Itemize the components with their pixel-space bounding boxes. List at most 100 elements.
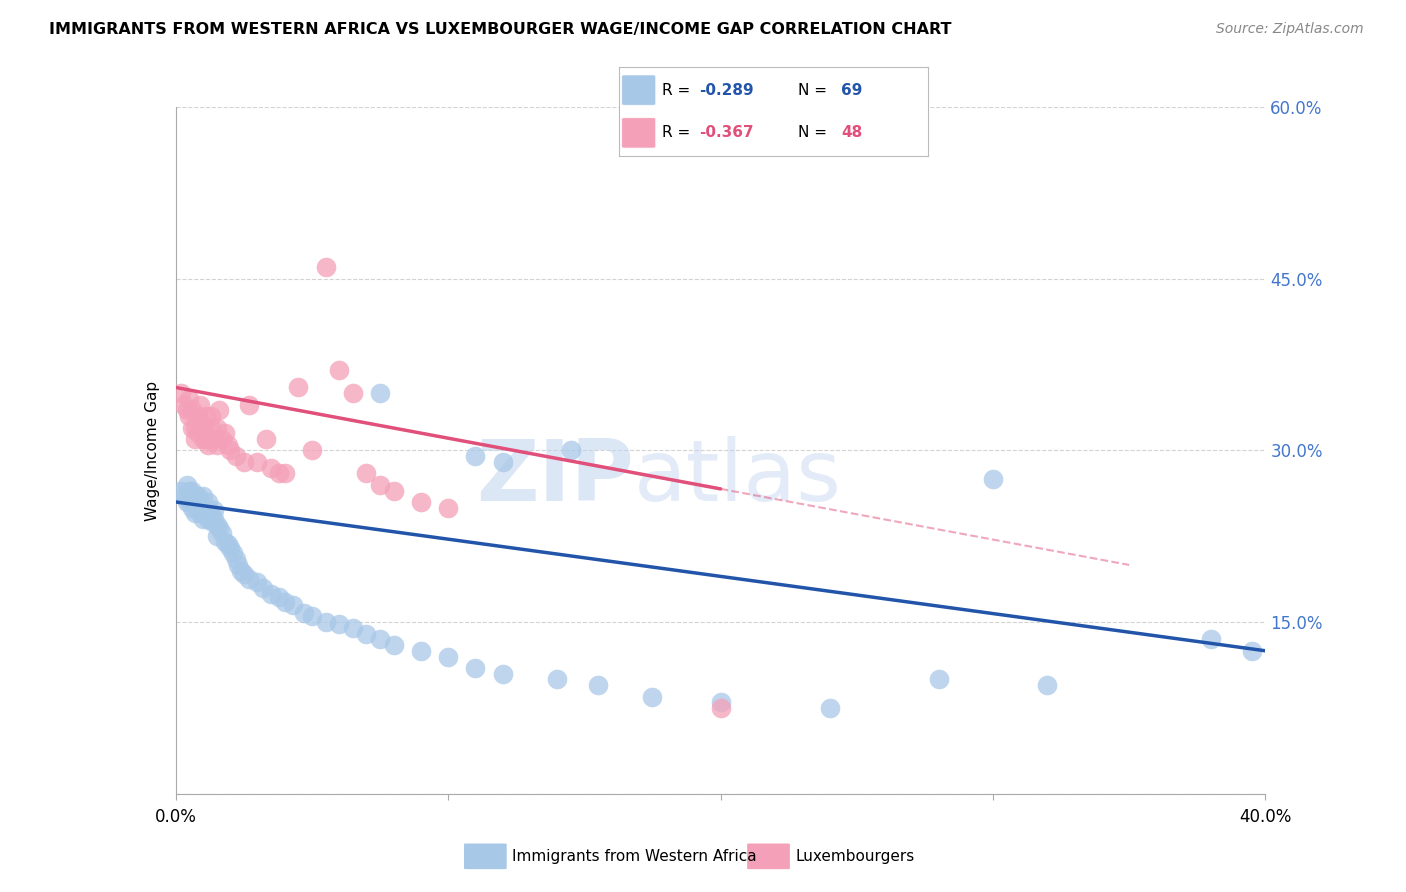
Point [818, 701, 841, 715]
Point [222, 546, 245, 561]
Point [197, 432, 219, 446]
Point [246, 575, 269, 590]
Point [200, 420, 222, 434]
Point [188, 507, 211, 521]
Point [342, 386, 364, 401]
Point [368, 632, 391, 647]
Point [260, 460, 283, 475]
Point [238, 572, 260, 586]
Point [246, 455, 269, 469]
Point [186, 409, 209, 424]
Point [274, 467, 297, 481]
Point [287, 380, 309, 394]
Point [409, 495, 432, 509]
Point [211, 432, 233, 446]
Point [560, 443, 582, 458]
Point [186, 426, 209, 441]
Point [546, 673, 568, 687]
Point [228, 558, 250, 572]
Text: R =: R = [662, 83, 695, 97]
Point [200, 507, 222, 521]
Point [301, 443, 323, 458]
Point [981, 472, 1004, 486]
Point [464, 449, 486, 463]
Text: N =: N = [799, 83, 832, 97]
Point [328, 363, 350, 377]
Point [292, 606, 315, 620]
Point [179, 489, 201, 503]
Point [269, 467, 291, 481]
FancyBboxPatch shape [747, 844, 790, 869]
Point [179, 483, 201, 498]
Point [214, 426, 236, 441]
Text: R =: R = [662, 126, 695, 140]
Point [184, 432, 207, 446]
Point [217, 438, 239, 452]
Point [181, 420, 204, 434]
Point [176, 403, 198, 417]
Point [186, 495, 209, 509]
Point [382, 483, 405, 498]
Point [274, 594, 297, 608]
Point [191, 500, 214, 515]
Y-axis label: Wage/Income Gap: Wage/Income Gap [145, 380, 160, 521]
Point [173, 398, 195, 412]
Text: atlas: atlas [633, 436, 841, 519]
Point [301, 609, 323, 624]
FancyBboxPatch shape [621, 118, 655, 148]
Text: N =: N = [799, 126, 832, 140]
Point [197, 495, 219, 509]
Point [200, 515, 222, 529]
Point [710, 695, 733, 709]
Point [208, 403, 231, 417]
Point [186, 489, 209, 503]
Point [181, 500, 204, 515]
Text: 69: 69 [841, 83, 863, 97]
Point [232, 455, 254, 469]
Point [200, 409, 222, 424]
Point [356, 626, 378, 640]
Point [202, 503, 225, 517]
FancyBboxPatch shape [621, 75, 655, 105]
Point [928, 673, 950, 687]
Point [170, 386, 193, 401]
Text: Luxembourgers: Luxembourgers [796, 849, 914, 863]
Point [225, 449, 247, 463]
Point [208, 521, 231, 535]
Point [586, 678, 609, 692]
Point [186, 500, 209, 515]
Point [211, 525, 233, 540]
Point [184, 495, 207, 509]
Point [342, 621, 364, 635]
Point [356, 467, 378, 481]
Point [191, 512, 214, 526]
Point [710, 701, 733, 715]
Point [188, 495, 211, 509]
Point [219, 541, 242, 555]
Text: ZIP: ZIP [475, 436, 633, 519]
Point [409, 644, 432, 658]
Point [214, 535, 236, 549]
Point [232, 567, 254, 582]
Point [368, 386, 391, 401]
Point [315, 260, 337, 275]
Point [281, 598, 304, 612]
Point [252, 581, 274, 595]
Point [170, 483, 193, 498]
Point [1199, 632, 1222, 647]
Point [315, 615, 337, 630]
Point [202, 432, 225, 446]
Point [1036, 678, 1059, 692]
Point [464, 661, 486, 675]
Point [238, 398, 260, 412]
Point [382, 638, 405, 652]
Point [181, 483, 204, 498]
Point [205, 517, 228, 532]
Point [191, 489, 214, 503]
Point [492, 666, 515, 681]
Point [254, 432, 277, 446]
Point [194, 507, 217, 521]
Point [197, 438, 219, 452]
Point [191, 420, 214, 434]
Point [205, 438, 228, 452]
